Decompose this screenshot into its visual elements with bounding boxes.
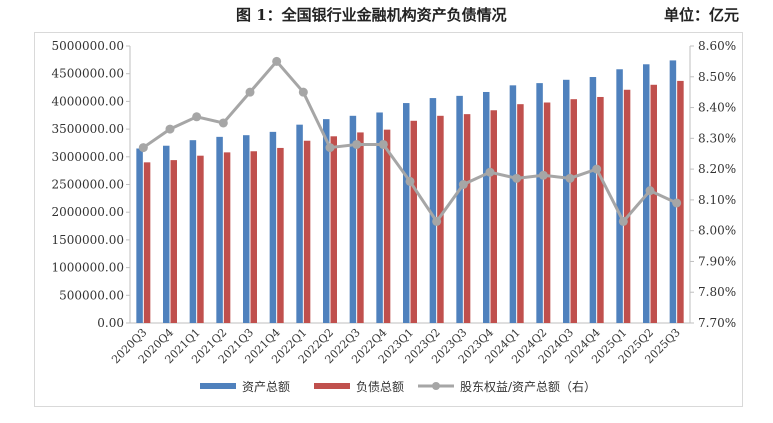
asset-bar [429, 98, 437, 324]
chart-frame [34, 32, 743, 407]
equity-ratio-point [325, 143, 335, 153]
asset-bar [296, 124, 303, 323]
liability-bar [597, 96, 604, 323]
equity-ratio-point [485, 167, 495, 177]
liability-bar [197, 155, 204, 323]
equity-ratio-point [672, 198, 682, 208]
equity-ratio-point [192, 112, 202, 122]
legend-liability-swatch [314, 383, 350, 389]
liability-bar [543, 102, 551, 324]
unit-label: 单位：亿元 [663, 6, 739, 24]
equity-ratio-point [618, 216, 628, 226]
equity-ratio-point [298, 87, 308, 97]
liability-bar [623, 89, 631, 324]
equity-ratio-point [645, 186, 655, 196]
liability-bar [357, 132, 364, 323]
equity-ratio-line [142, 59, 678, 225]
right-tick-label: 8.60% [698, 39, 736, 53]
right-tick-label: 8.40% [698, 101, 736, 115]
legend-asset-label: 资产总额 [242, 380, 290, 394]
left-tick-label: 1000000.00 [51, 261, 124, 275]
liability-bar [303, 140, 311, 323]
liability-bar [490, 110, 497, 323]
equity-ratio-point [378, 139, 388, 149]
left-tick-label: 3000000.00 [51, 150, 124, 164]
equity-ratio-point [138, 143, 148, 153]
liability-bar [143, 162, 151, 323]
asset-bar [163, 145, 170, 323]
liability-bar [277, 147, 284, 323]
legend-ratio-swatch-marker [432, 382, 440, 390]
liability-bar [170, 160, 177, 323]
right-tick-label: 8.30% [698, 131, 736, 145]
equity-ratio-point [352, 139, 362, 149]
asset-bar [403, 103, 410, 323]
left-tick-label: 500000.00 [59, 288, 124, 302]
equity-ratio-point [565, 173, 575, 183]
legend-ratio-label: 股东权益/资产总额（右） [460, 379, 596, 394]
right-tick-label: 8.10% [698, 193, 736, 207]
liability-bar [517, 104, 524, 323]
right-tick-label: 7.90% [698, 254, 736, 268]
left-tick-label: 2000000.00 [51, 205, 124, 219]
asset-bar [189, 140, 197, 323]
liability-bar [410, 120, 417, 323]
legend-liability-label: 负债总额 [356, 380, 404, 394]
asset-bar [376, 112, 383, 323]
equity-ratio-point [538, 170, 548, 180]
asset-bar [616, 69, 623, 323]
liability-bar [463, 114, 471, 323]
asset-bar [136, 148, 143, 323]
liability-bar [383, 129, 391, 323]
asset-bar [216, 136, 223, 323]
left-tick-label: 1500000.00 [51, 233, 124, 247]
right-tick-label: 8.20% [698, 162, 736, 176]
asset-bar [563, 79, 570, 323]
left-tick-label: 0.00 [97, 316, 124, 330]
asset-bar [669, 60, 677, 324]
liability-bar [250, 151, 257, 323]
chart-title-bar: 图 1：全国银行业金融机构资产负债情况 单位：亿元 [0, 4, 773, 28]
right-tick-label: 7.70% [698, 316, 736, 330]
asset-bar [536, 83, 543, 323]
equity-ratio-point [165, 124, 175, 134]
equity-ratio-point [592, 164, 602, 174]
left-tick-label: 4000000.00 [51, 94, 124, 108]
left-tick-label: 4500000.00 [51, 67, 124, 81]
equity-ratio-point [512, 173, 522, 183]
left-tick-label: 2500000.00 [51, 178, 124, 192]
equity-ratio-point [218, 118, 228, 128]
chart-title: 图 1：全国银行业金融机构资产负债情况 [236, 6, 507, 24]
asset-bar [483, 91, 490, 324]
equity-ratio-point [432, 216, 442, 226]
equity-ratio-point [272, 56, 282, 66]
liability-bar [650, 84, 657, 323]
asset-bar [509, 85, 517, 323]
asset-bar [349, 115, 357, 323]
asset-bar [269, 131, 277, 323]
right-tick-label: 8.00% [698, 224, 736, 238]
liability-bar [223, 152, 231, 323]
equity-ratio-point [245, 87, 255, 97]
left-tick-label: 5000000.00 [51, 39, 124, 53]
liability-bar [570, 99, 577, 324]
right-tick-label: 8.50% [698, 70, 736, 84]
asset-bar [323, 119, 330, 324]
equity-ratio-point [458, 180, 468, 189]
asset-bar [456, 95, 463, 323]
legend-asset-swatch [200, 383, 236, 389]
left-tick-label: 3500000.00 [51, 122, 124, 136]
right-tick-label: 7.80% [698, 285, 736, 299]
liability-bar [330, 136, 337, 323]
asset-bar [589, 77, 597, 323]
equity-ratio-point [405, 176, 415, 186]
asset-bar [243, 135, 250, 323]
